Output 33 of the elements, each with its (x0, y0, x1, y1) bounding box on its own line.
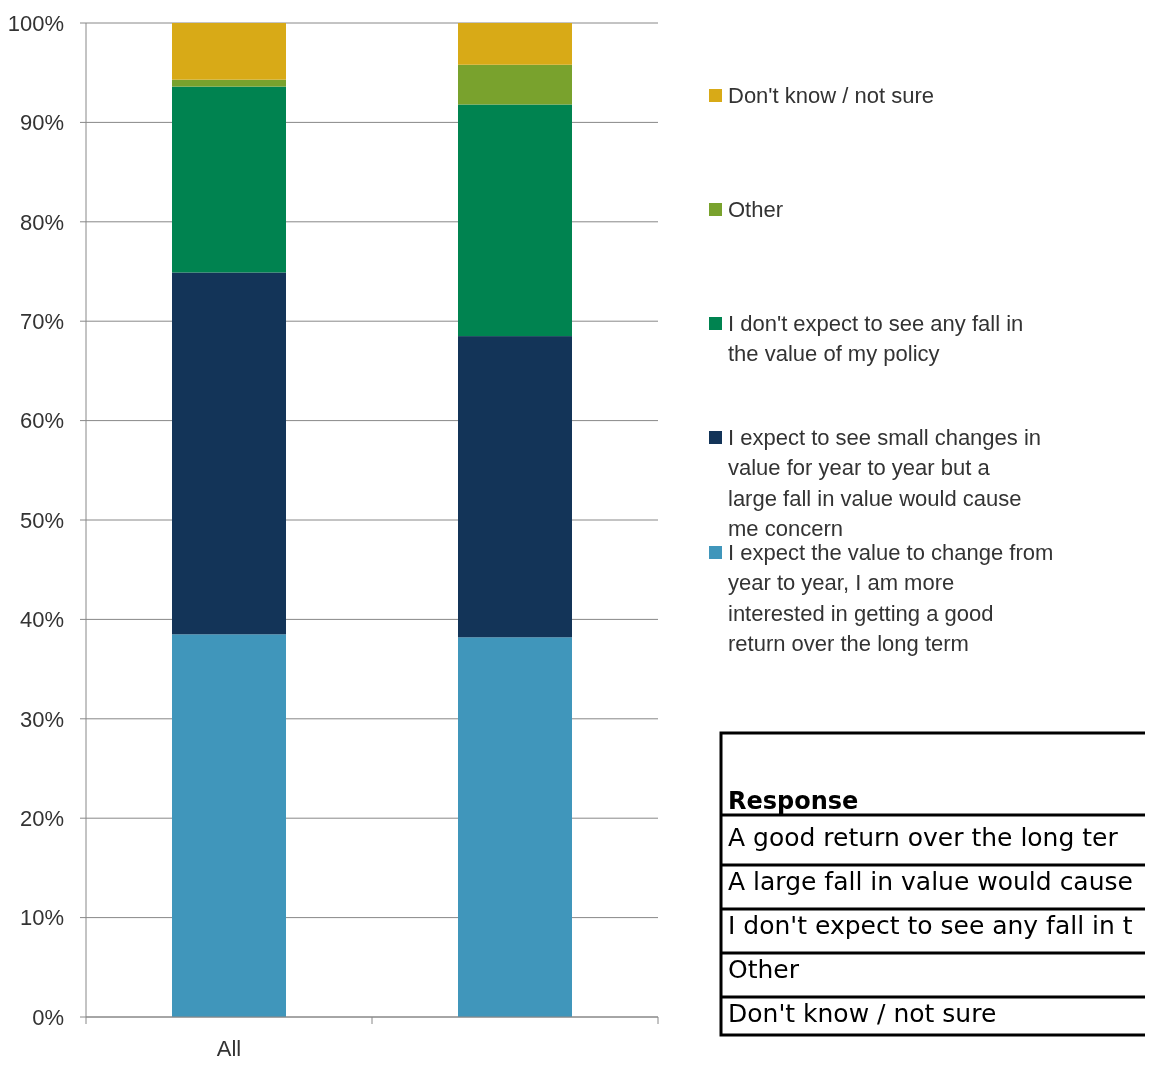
bar (458, 637, 572, 1017)
y-tick-label: 70% (19, 308, 64, 334)
y-tick-label: 10% (19, 905, 64, 931)
bar (458, 336, 572, 638)
y-tick-label: 100% (7, 10, 64, 36)
y-tick-label: 0% (32, 1004, 64, 1030)
text: Response (728, 787, 859, 816)
y-tick-label: 30% (19, 706, 64, 732)
y-tick-label: 20% (19, 805, 64, 831)
bar (458, 23, 572, 65)
legend-label: I don't expect to see any fall in the value of my policy (728, 310, 1024, 367)
y-tick-label: 50% (19, 507, 64, 533)
bar (172, 23, 286, 80)
y-tick-label: 90% (19, 110, 64, 136)
y-tick-label: 80% (19, 209, 64, 235)
text: Don't know / not sure (728, 998, 997, 1028)
legend-label: I expect the value to change from year to year, I am more interested in getting a good return over the long term (728, 539, 1054, 657)
y-tick-label: 60% (19, 408, 64, 434)
legend-label: Other (728, 196, 784, 222)
bar (458, 104, 572, 337)
legend-label: Don't know / not sure (728, 82, 934, 108)
text: Other (728, 954, 800, 984)
x-tick-label: All (216, 1035, 242, 1061)
bar (172, 272, 286, 635)
text: A large fall in value would cause (728, 866, 1133, 896)
bar (172, 86, 286, 273)
text: A good return over the long ter (728, 822, 1119, 852)
y-tick-label: 40% (19, 607, 64, 633)
bar (172, 79, 286, 87)
legend-label: I expect to see small changes in value for year to year but a large fall in value would cause me concern (728, 424, 1042, 542)
bar (172, 634, 286, 1017)
bar (458, 64, 572, 105)
text: I don't expect to see any fall in t (728, 910, 1133, 940)
